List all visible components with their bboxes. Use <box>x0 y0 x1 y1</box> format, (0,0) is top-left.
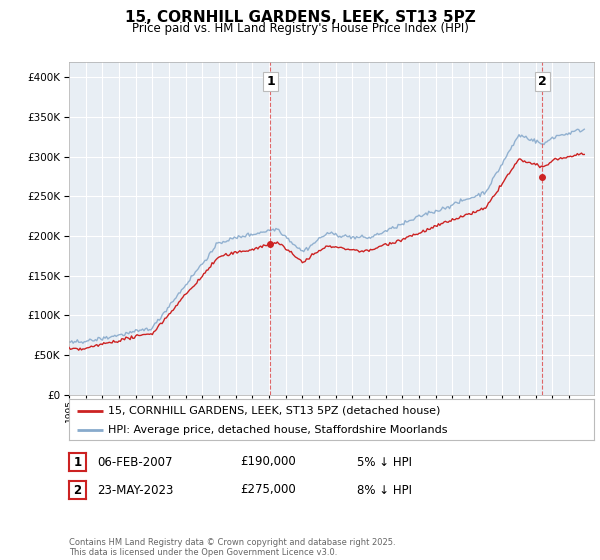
Text: 2: 2 <box>538 75 547 88</box>
Text: 2: 2 <box>73 483 82 497</box>
Text: Contains HM Land Registry data © Crown copyright and database right 2025.
This d: Contains HM Land Registry data © Crown c… <box>69 538 395 557</box>
Text: 23-MAY-2023: 23-MAY-2023 <box>97 483 173 497</box>
Text: 06-FEB-2007: 06-FEB-2007 <box>97 455 173 469</box>
Text: HPI: Average price, detached house, Staffordshire Moorlands: HPI: Average price, detached house, Staf… <box>109 424 448 435</box>
Text: Price paid vs. HM Land Registry's House Price Index (HPI): Price paid vs. HM Land Registry's House … <box>131 22 469 35</box>
Text: 15, CORNHILL GARDENS, LEEK, ST13 5PZ (detached house): 15, CORNHILL GARDENS, LEEK, ST13 5PZ (de… <box>109 405 441 416</box>
Text: 1: 1 <box>73 455 82 469</box>
Text: 1: 1 <box>266 75 275 88</box>
Text: 8% ↓ HPI: 8% ↓ HPI <box>357 483 412 497</box>
Text: 15, CORNHILL GARDENS, LEEK, ST13 5PZ: 15, CORNHILL GARDENS, LEEK, ST13 5PZ <box>125 10 475 25</box>
Text: £190,000: £190,000 <box>240 455 296 469</box>
Text: £275,000: £275,000 <box>240 483 296 497</box>
Text: 5% ↓ HPI: 5% ↓ HPI <box>357 455 412 469</box>
